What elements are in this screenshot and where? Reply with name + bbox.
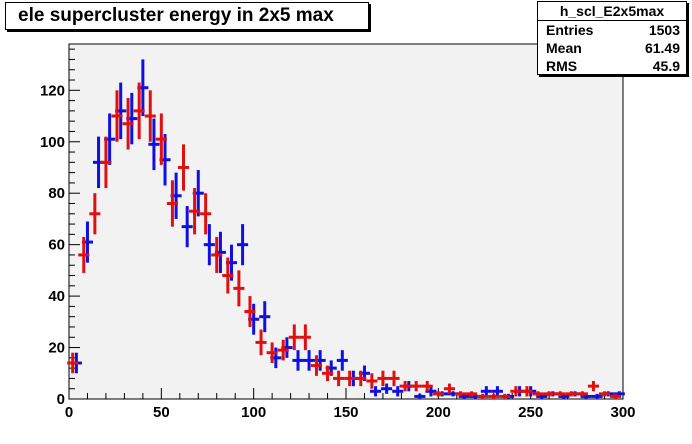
stats-mean-value: 61.49 — [644, 40, 680, 56]
data-point — [554, 391, 566, 397]
data-point — [321, 365, 334, 381]
data-point — [491, 386, 503, 397]
data-point — [480, 386, 492, 397]
x-tick-label: 100 — [241, 404, 266, 421]
stats-rms-row: RMS 45.9 — [538, 57, 686, 75]
data-point — [259, 301, 271, 333]
x-tick-label: 0 — [65, 404, 73, 421]
data-point — [510, 386, 522, 397]
stats-box: h_scl_E2x5max Entries 1503 Mean 61.49 RM… — [537, 1, 687, 75]
stats-rms-label: RMS — [546, 58, 578, 74]
data-point — [576, 391, 588, 397]
data-point — [200, 193, 212, 235]
stats-mean-label: Mean — [546, 40, 582, 56]
x-tick-label: 150 — [333, 404, 358, 421]
data-point — [521, 386, 533, 397]
data-point — [237, 224, 249, 266]
data-point — [100, 136, 112, 189]
data-point — [432, 391, 444, 397]
data-point — [67, 352, 79, 374]
series-2 — [67, 82, 622, 399]
data-point — [488, 393, 500, 399]
stats-histogram-name: h_scl_E2x5max — [538, 2, 686, 21]
data-point — [333, 370, 345, 387]
y-tick-label: 120 — [40, 82, 65, 99]
data-point — [181, 206, 193, 248]
data-point — [89, 193, 101, 235]
chart-title: ele supercluster energy in 2x5 max — [5, 2, 369, 30]
data-point — [414, 393, 426, 399]
data-point — [443, 383, 455, 394]
data-point — [166, 180, 178, 227]
data-point — [255, 329, 267, 356]
data-point — [144, 90, 156, 142]
data-point — [377, 370, 389, 387]
data-point — [277, 339, 289, 361]
data-point — [78, 236, 90, 273]
data-point — [587, 380, 599, 392]
data-point — [598, 391, 611, 397]
data-point — [303, 350, 315, 371]
data-point — [111, 90, 123, 142]
data-point — [543, 391, 555, 397]
data-point — [344, 370, 356, 387]
data-point — [565, 391, 577, 397]
data-point — [222, 257, 234, 294]
stats-mean-row: Mean 61.49 — [538, 39, 686, 57]
data-point — [288, 324, 300, 351]
data-series — [67, 59, 625, 399]
y-tick-label: 80 — [48, 185, 65, 202]
data-point — [233, 270, 245, 307]
data-point — [499, 393, 511, 399]
data-point — [366, 373, 378, 389]
x-tick-label: 200 — [426, 404, 451, 421]
data-point — [122, 98, 134, 150]
stats-entries-label: Entries — [546, 22, 594, 38]
y-tick-label: 60 — [48, 237, 65, 254]
data-point — [392, 386, 404, 397]
data-point — [299, 324, 311, 351]
y-tick-label: 20 — [48, 340, 65, 357]
data-point — [266, 342, 278, 363]
data-point — [292, 350, 304, 371]
y-tick-label: 40 — [48, 288, 65, 305]
data-point — [532, 391, 544, 397]
y-tick-label: 0 — [57, 391, 65, 408]
axes: 0 50 100 150 200 250 300 0 20 40 60 80 100 120 — [40, 48, 636, 421]
stats-entries-value: 1503 — [648, 22, 680, 38]
plot-frame — [68, 43, 624, 400]
data-point — [310, 355, 322, 376]
data-point — [421, 380, 433, 392]
data-point — [133, 82, 145, 140]
data-point — [177, 144, 190, 191]
data-point — [155, 113, 167, 165]
data-point — [203, 224, 215, 266]
data-point — [477, 393, 489, 399]
data-point — [454, 391, 467, 397]
x-tick-label: 250 — [518, 404, 543, 421]
data-point — [591, 393, 603, 399]
x-tick-label: 50 — [153, 404, 170, 421]
x-tick-label: 300 — [610, 404, 635, 421]
data-point — [388, 370, 400, 387]
y-tick-label: 100 — [40, 134, 65, 151]
data-point — [381, 383, 393, 394]
data-point — [370, 386, 382, 397]
stats-entries-row: Entries 1503 — [538, 21, 686, 39]
data-point — [336, 350, 348, 371]
data-point — [355, 370, 367, 387]
data-point — [148, 118, 160, 171]
data-point — [410, 380, 422, 392]
data-point — [211, 236, 223, 273]
data-point — [610, 393, 622, 399]
data-point — [244, 296, 256, 327]
data-point — [466, 391, 478, 397]
stats-rms-value: 45.9 — [652, 58, 680, 74]
data-point — [399, 380, 411, 392]
data-point — [189, 188, 201, 235]
